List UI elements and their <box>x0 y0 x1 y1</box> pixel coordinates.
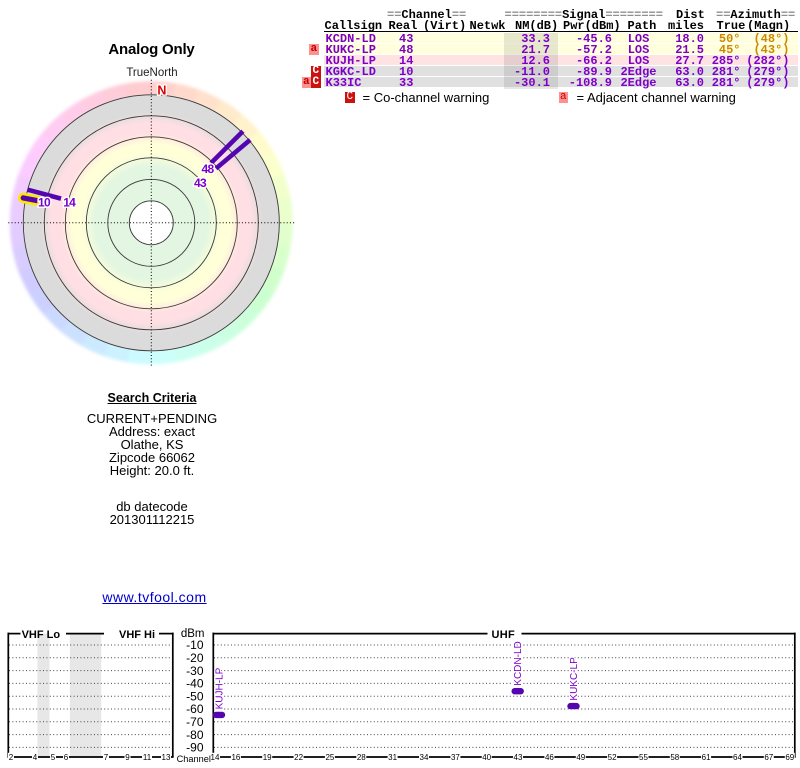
svg-text:9: 9 <box>125 753 130 762</box>
svg-text:KUKC-LP: KUKC-LP <box>569 657 580 701</box>
svg-text:-70: -70 <box>186 715 204 729</box>
svg-text:19: 19 <box>263 753 272 762</box>
svg-text:31: 31 <box>388 753 397 762</box>
svg-text:22: 22 <box>294 753 303 762</box>
svg-text:49: 49 <box>576 753 585 762</box>
svg-text:10: 10 <box>38 196 51 210</box>
svg-text:-50: -50 <box>186 689 204 703</box>
svg-text:11: 11 <box>143 753 152 762</box>
svg-text:VHF Hi: VHF Hi <box>119 629 155 641</box>
svg-text:52: 52 <box>608 753 617 762</box>
svg-text:28: 28 <box>357 753 366 762</box>
svg-text:4: 4 <box>33 753 38 762</box>
svg-text:N: N <box>157 84 166 98</box>
svg-text:16: 16 <box>231 753 240 762</box>
svg-text:46: 46 <box>545 753 554 762</box>
svg-text:64: 64 <box>733 753 742 762</box>
svg-text:-90: -90 <box>186 741 204 755</box>
svg-text:43: 43 <box>194 176 207 190</box>
svg-text:-20: -20 <box>186 651 204 665</box>
svg-text:37: 37 <box>451 753 460 762</box>
svg-text:55: 55 <box>639 753 648 762</box>
svg-text:40: 40 <box>482 753 491 762</box>
svg-text:-40: -40 <box>186 677 204 691</box>
svg-text:58: 58 <box>670 753 679 762</box>
svg-text:VHF Lo: VHF Lo <box>22 629 61 641</box>
svg-text:UHF: UHF <box>492 629 516 641</box>
svg-text:2: 2 <box>9 753 14 762</box>
svg-text:6: 6 <box>64 753 69 762</box>
svg-text:Channel: Channel <box>177 754 211 764</box>
svg-text:34: 34 <box>420 753 429 762</box>
svg-text:5: 5 <box>51 753 56 762</box>
svg-text:25: 25 <box>325 753 334 762</box>
svg-text:61: 61 <box>702 753 711 762</box>
svg-text:KUJH-LP: KUJH-LP <box>215 667 226 709</box>
svg-text:-30: -30 <box>186 664 204 678</box>
svg-text:KCDN-LD: KCDN-LD <box>513 641 524 685</box>
svg-text:67: 67 <box>764 753 773 762</box>
svg-text:13: 13 <box>162 753 171 762</box>
svg-text:dBm: dBm <box>181 628 205 640</box>
svg-text:69: 69 <box>785 753 794 762</box>
svg-text:14: 14 <box>211 753 220 762</box>
svg-text:48: 48 <box>202 162 215 176</box>
svg-text:-80: -80 <box>186 728 204 742</box>
svg-text:-60: -60 <box>186 702 204 716</box>
svg-text:14: 14 <box>63 196 76 210</box>
svg-text:43: 43 <box>514 753 523 762</box>
svg-text:7: 7 <box>104 753 109 762</box>
svg-text:-10: -10 <box>186 638 204 652</box>
